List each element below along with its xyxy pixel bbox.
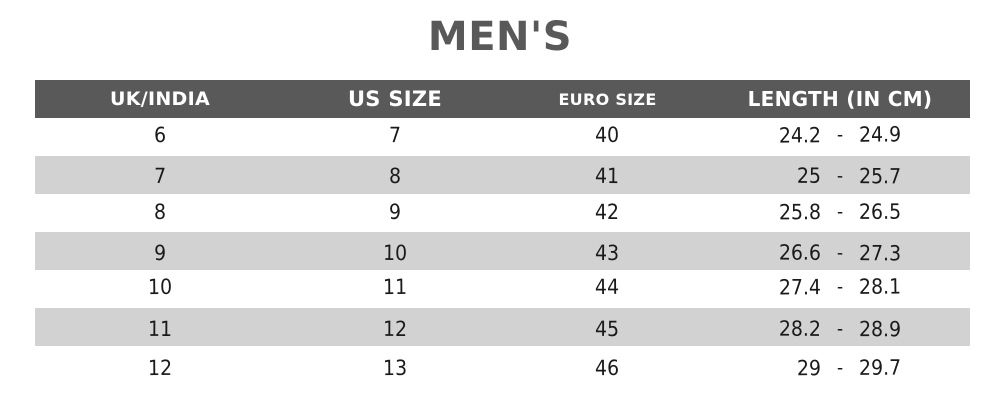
length-separator: - <box>836 164 844 188</box>
cell-us-size: 11 <box>285 270 505 308</box>
cell-euro-size-value: 42 <box>595 199 620 225</box>
cell-length: 26.6-27.3 <box>710 232 970 270</box>
cell-uk-india: 10 <box>35 270 285 308</box>
table-row: 10 11 44 27.4-28.1 <box>35 270 970 308</box>
table-row: 7 8 41 25-25.7 <box>35 156 970 194</box>
length-min: 28.2 <box>778 316 822 341</box>
cell-uk-india-value: 6 <box>153 122 167 148</box>
length-max: 25.7 <box>858 164 902 189</box>
cell-us-size-value: 7 <box>388 122 402 148</box>
cell-euro-size: 41 <box>505 156 710 194</box>
cell-us-size-value: 8 <box>388 163 402 189</box>
cell-uk-india: 8 <box>35 194 285 232</box>
cell-length: 28.2-28.9 <box>710 308 970 346</box>
table-body: 6 7 40 24.2-24.9 7 8 41 25-25.7 8 9 42 25.8-26.5 9 10… <box>35 118 970 384</box>
cell-euro-size: 44 <box>505 270 710 308</box>
length-range: 25-25.7 <box>710 163 970 189</box>
length-min: 24.2 <box>778 123 822 148</box>
cell-us-size: 10 <box>285 232 505 270</box>
length-range: 28.2-28.9 <box>710 316 970 342</box>
length-min: 26.6 <box>778 240 822 265</box>
length-separator: - <box>836 241 844 265</box>
cell-us-size: 12 <box>285 308 505 346</box>
size-chart-table: UK/INDIA US SIZE EURO SIZE LENGTH (IN CM… <box>35 80 970 384</box>
cell-euro-size: 46 <box>505 346 710 384</box>
cell-uk-india-value: 7 <box>153 163 167 189</box>
cell-euro-size: 45 <box>505 308 710 346</box>
length-max: 28.9 <box>858 317 902 342</box>
cell-uk-india: 7 <box>35 156 285 194</box>
cell-euro-size-value: 45 <box>595 316 620 342</box>
cell-length: 25.8-26.5 <box>710 194 970 232</box>
length-max: 26.5 <box>858 199 902 224</box>
length-max: 27.3 <box>858 241 902 266</box>
length-range: 27.4-28.1 <box>710 274 970 300</box>
cell-uk-india-value: 9 <box>153 240 167 266</box>
cell-uk-india-value: 10 <box>147 274 173 300</box>
page-title: MEN'S <box>427 14 573 60</box>
cell-us-size-value: 10 <box>382 240 408 266</box>
table-row: 8 9 42 25.8-26.5 <box>35 194 970 232</box>
cell-uk-india-value: 11 <box>147 316 173 342</box>
cell-euro-size-value: 46 <box>595 355 620 381</box>
length-separator: - <box>836 356 844 380</box>
column-header-length: LENGTH (IN CM) <box>747 87 933 111</box>
cell-length: 29-29.7 <box>710 346 970 384</box>
cell-length: 27.4-28.1 <box>710 270 970 308</box>
cell-euro-size-value: 41 <box>595 163 620 189</box>
length-separator: - <box>836 200 844 224</box>
table-row: 6 7 40 24.2-24.9 <box>35 118 970 156</box>
cell-us-size-value: 9 <box>388 199 402 225</box>
length-max: 28.1 <box>858 274 902 299</box>
cell-length: 24.2-24.9 <box>710 118 970 156</box>
length-separator: - <box>836 317 844 341</box>
cell-us-size-value: 11 <box>382 274 408 300</box>
cell-us-size: 9 <box>285 194 505 232</box>
cell-uk-india-value: 12 <box>147 355 173 381</box>
cell-us-size-value: 12 <box>382 316 408 342</box>
cell-euro-size-value: 40 <box>595 122 620 148</box>
cell-euro-size-value: 43 <box>595 240 620 266</box>
length-max: 29.7 <box>858 355 902 380</box>
cell-euro-size: 42 <box>505 194 710 232</box>
cell-us-size: 7 <box>285 118 505 156</box>
table-row: 9 10 43 26.6-27.3 <box>35 232 970 270</box>
cell-us-size-value: 13 <box>382 355 408 381</box>
length-separator: - <box>836 123 844 147</box>
length-min: 27.4 <box>778 275 822 300</box>
cell-length: 25-25.7 <box>710 156 970 194</box>
length-range: 29-29.7 <box>710 355 970 381</box>
cell-uk-india: 9 <box>35 232 285 270</box>
length-separator: - <box>836 275 844 299</box>
cell-us-size: 8 <box>285 156 505 194</box>
cell-uk-india: 6 <box>35 118 285 156</box>
length-range: 24.2-24.9 <box>710 122 970 149</box>
cell-uk-india: 12 <box>35 346 285 384</box>
cell-euro-size-value: 44 <box>595 274 620 300</box>
length-range: 26.6-27.3 <box>710 240 970 266</box>
length-min: 25 <box>796 163 822 188</box>
cell-uk-india-value: 8 <box>153 199 167 225</box>
table-header-row: UK/INDIA US SIZE EURO SIZE LENGTH (IN CM… <box>35 80 970 118</box>
cell-uk-india: 11 <box>35 308 285 346</box>
cell-euro-size: 40 <box>505 118 710 156</box>
column-header-us-size: US SIZE <box>347 87 443 111</box>
table-header: UK/INDIA US SIZE EURO SIZE LENGTH (IN CM… <box>35 80 970 118</box>
cell-euro-size: 43 <box>505 232 710 270</box>
table-row: 11 12 45 28.2-28.9 <box>35 308 970 346</box>
table-row: 12 13 46 29-29.7 <box>35 346 970 384</box>
column-header-euro-size: EURO SIZE <box>558 89 657 109</box>
length-min: 29 <box>796 356 822 381</box>
length-max: 24.9 <box>858 122 902 147</box>
length-range: 25.8-26.5 <box>710 199 970 225</box>
cell-us-size: 13 <box>285 346 505 384</box>
length-min: 25.8 <box>778 200 822 225</box>
column-header-uk-india: UK/INDIA <box>109 88 210 110</box>
